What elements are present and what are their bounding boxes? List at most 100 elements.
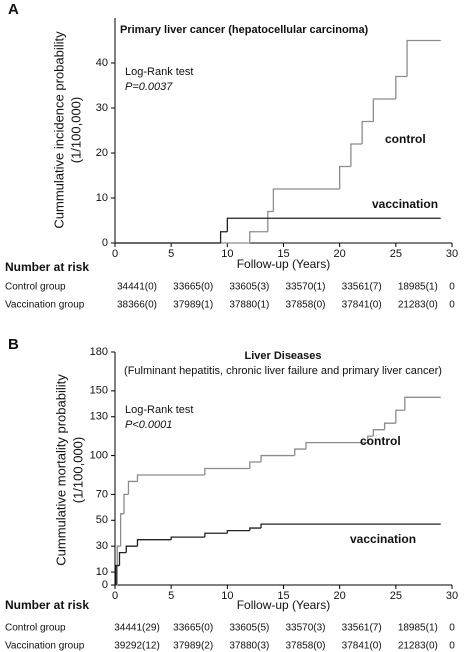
step-segment xyxy=(170,536,205,540)
step-segment xyxy=(367,435,374,443)
y-tick-label: 150 xyxy=(90,385,108,397)
risk-cell: 37858(0) xyxy=(285,641,325,652)
risk-cell: 33570(1) xyxy=(285,282,325,293)
y-axis-label: (1/100,000) xyxy=(68,97,83,164)
y-tick-label: 10 xyxy=(96,192,108,204)
risk-cell: 33561(7) xyxy=(342,623,382,634)
step-segment xyxy=(272,188,340,212)
risk-cell: 34441(0) xyxy=(117,282,157,293)
step-segment xyxy=(249,527,262,531)
y-axis-label: (1/100,000) xyxy=(70,437,85,504)
step-segment xyxy=(361,120,374,144)
risk-cell: 33665(0) xyxy=(173,623,213,634)
y-tick-label: 180 xyxy=(90,346,108,358)
series-label: vaccination xyxy=(350,532,416,546)
step-segment xyxy=(204,532,228,538)
step-segment xyxy=(339,165,351,189)
risk-row-name: Control group xyxy=(5,623,66,634)
p-value: P=0.0037 xyxy=(125,81,173,93)
chart-subtitle: (Fulminant hepatitis, chronic liver fail… xyxy=(124,365,442,377)
y-tick-label: 0 xyxy=(102,579,108,591)
risk-cell: 0 xyxy=(449,641,455,652)
risk-cell: 37858(0) xyxy=(285,300,325,311)
risk-cell: 37841(0) xyxy=(342,300,382,311)
x-tick-label: 25 xyxy=(390,248,402,260)
step-segment xyxy=(406,39,441,77)
step-segment xyxy=(395,75,408,99)
step-segment xyxy=(204,467,250,475)
x-tick-label: 0 xyxy=(112,590,118,602)
y-tick-label: 0 xyxy=(102,237,108,249)
y-tick-label: 40 xyxy=(96,57,108,69)
risk-cell: 37880(3) xyxy=(229,641,269,652)
step-segment xyxy=(115,564,120,585)
y-axis-label: Cummulative mortality probability xyxy=(53,374,68,566)
x-tick-label: 25 xyxy=(390,590,402,602)
x-tick-label: 20 xyxy=(334,590,346,602)
step-segment xyxy=(127,480,138,495)
step-segment xyxy=(219,231,228,243)
x-tick-label: 15 xyxy=(277,248,289,260)
x-tick-label: 30 xyxy=(446,590,458,602)
step-segment xyxy=(305,441,363,450)
step-segment xyxy=(372,429,385,437)
risk-cell: 33605(3) xyxy=(229,282,269,293)
risk-cell: 37880(1) xyxy=(229,300,269,311)
y-tick-label: 130 xyxy=(90,411,108,423)
risk-cell: 39292(12) xyxy=(114,641,160,652)
step-segment xyxy=(136,474,205,482)
risk-cell: 0 xyxy=(449,282,455,293)
y-tick-label: 30 xyxy=(96,102,108,114)
x-tick-label: 5 xyxy=(168,590,174,602)
step-segment xyxy=(372,98,379,122)
step-segment xyxy=(350,143,363,167)
step-segment xyxy=(260,454,295,463)
step-segment xyxy=(249,231,268,243)
y-tick-label: 100 xyxy=(90,449,108,461)
test-label: Log-Rank test xyxy=(125,404,193,416)
risk-table-title: Number at risk xyxy=(5,598,89,612)
x-tick-label: 10 xyxy=(221,248,233,260)
step-segment xyxy=(226,529,250,534)
step-segment xyxy=(249,461,262,469)
risk-cell: 38366(0) xyxy=(117,300,157,311)
risk-cell: 37841(0) xyxy=(342,641,382,652)
step-segment xyxy=(123,493,129,514)
step-segment xyxy=(260,523,441,529)
risk-cell: 21283(0) xyxy=(398,300,438,311)
risk-row-name: Vaccination group xyxy=(5,300,85,311)
test-label: Log-Rank test xyxy=(125,66,193,78)
y-tick-label: 70 xyxy=(96,488,108,500)
step-segment xyxy=(267,210,274,232)
y-tick-label: 50 xyxy=(96,514,108,526)
risk-cell: 33605(5) xyxy=(229,623,269,634)
series-label: control xyxy=(360,434,401,448)
x-axis-label: Follow-up (Years) xyxy=(237,598,331,612)
risk-cell: 37989(2) xyxy=(173,641,213,652)
step-segment xyxy=(118,551,127,566)
risk-cell: 21283(0) xyxy=(398,641,438,652)
risk-cell: 33561(7) xyxy=(342,282,382,293)
step-segment xyxy=(226,217,441,232)
y-tick-label: 20 xyxy=(96,147,108,159)
risk-cell: 37989(1) xyxy=(173,300,213,311)
panel-label: B xyxy=(8,336,19,353)
step-segment xyxy=(119,513,124,547)
series-label: vaccination xyxy=(372,197,438,211)
y-axis-label: Cummulative incidence probability xyxy=(51,31,66,229)
x-tick-label: 10 xyxy=(221,590,233,602)
x-tick-label: 15 xyxy=(277,590,289,602)
y-tick-label: 30 xyxy=(96,540,108,552)
chart-title: Primary liver cancer (hepatocellular car… xyxy=(120,24,369,36)
p-value: P<0.0001 xyxy=(125,419,172,431)
chart-title: Liver Diseases xyxy=(244,350,321,362)
x-tick-label: 20 xyxy=(334,248,346,260)
risk-cell: 34441(29) xyxy=(114,623,160,634)
step-segment xyxy=(294,448,306,456)
risk-row-name: Control group xyxy=(5,282,66,293)
x-tick-label: 0 xyxy=(112,248,118,260)
risk-row-name: Vaccination group xyxy=(5,641,85,652)
y-tick-label: 10 xyxy=(96,566,108,578)
risk-cell: 18985(1) xyxy=(398,282,438,293)
step-segment xyxy=(404,396,441,411)
